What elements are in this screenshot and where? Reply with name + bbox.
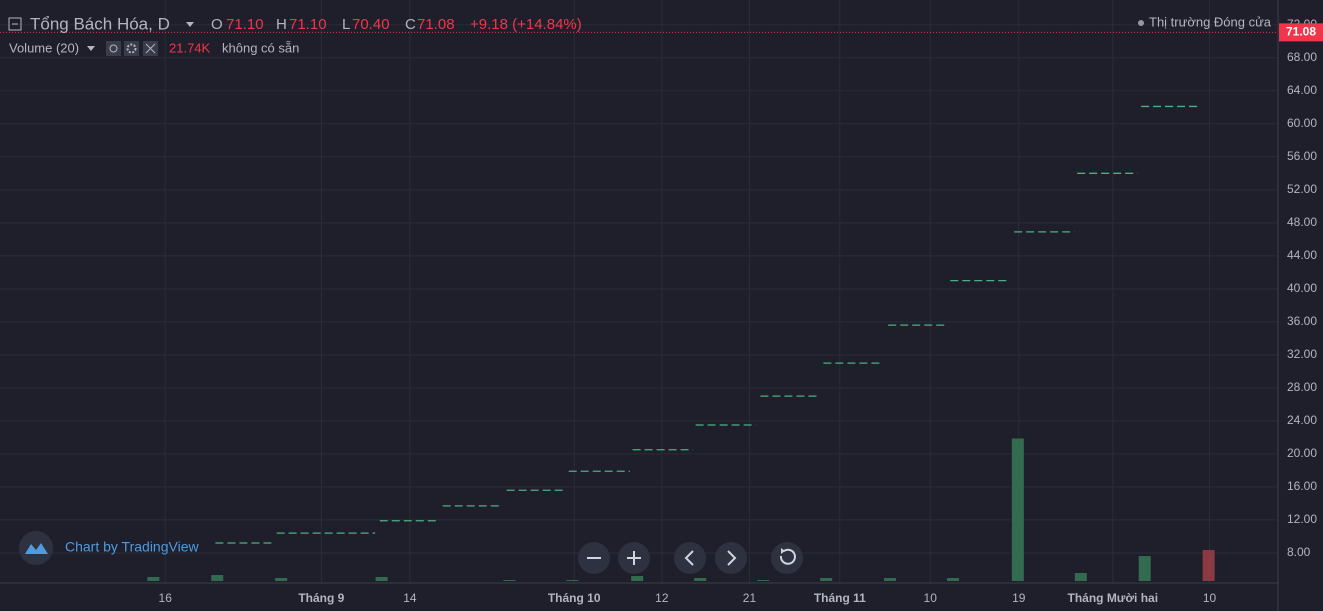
eye-button[interactable] bbox=[106, 41, 121, 56]
y-tick-label: 68.00 bbox=[1287, 50, 1317, 64]
x-tick-label: 10 bbox=[1203, 591, 1217, 605]
volume-bar bbox=[275, 578, 288, 581]
left-icon bbox=[684, 550, 694, 566]
right-icon bbox=[727, 550, 737, 566]
change: +9.18 (+14.84%) bbox=[470, 16, 582, 33]
y-tick-label: 60.00 bbox=[1287, 116, 1317, 130]
x-tick-label: 14 bbox=[403, 591, 417, 605]
y-tick-label: 12.00 bbox=[1287, 512, 1317, 526]
y-tick-label: 48.00 bbox=[1287, 215, 1317, 229]
eye-icon bbox=[109, 44, 118, 53]
watermark[interactable]: Chart by TradingView bbox=[65, 539, 199, 555]
high-label: H bbox=[276, 16, 287, 33]
y-tick-label: 64.00 bbox=[1287, 83, 1317, 97]
volume-bar bbox=[211, 575, 224, 581]
plus-icon bbox=[627, 551, 641, 565]
volume-bar bbox=[375, 577, 388, 581]
x-tick-label: Tháng 11 bbox=[814, 591, 866, 605]
x-tick-label: Tháng Mười hai bbox=[1067, 591, 1158, 605]
volume-bar bbox=[884, 578, 897, 581]
volume-value: 21.74K bbox=[169, 40, 211, 55]
x-tick-label: Tháng 10 bbox=[548, 591, 601, 605]
volume-bar bbox=[503, 580, 516, 581]
y-tick-label: 16.00 bbox=[1287, 479, 1317, 493]
volume-bar bbox=[1202, 550, 1215, 581]
symbol: Tổng Bách Hóa, D bbox=[30, 14, 170, 33]
volume-bar bbox=[1011, 438, 1024, 581]
open-label: O bbox=[211, 16, 223, 33]
volume-bar bbox=[757, 580, 770, 581]
volume-bar bbox=[947, 578, 960, 581]
settings-button[interactable] bbox=[124, 41, 139, 56]
reset-arrow bbox=[781, 548, 785, 554]
low-label: L bbox=[342, 16, 350, 33]
low-value: 70.40 bbox=[352, 16, 390, 33]
close-label: C bbox=[405, 16, 416, 33]
logo-circle[interactable] bbox=[19, 531, 53, 565]
logo-icon bbox=[25, 543, 48, 554]
y-tick-label: 52.00 bbox=[1287, 182, 1317, 196]
symbol-menu-arrow[interactable] bbox=[186, 22, 194, 27]
reset-icon bbox=[779, 548, 796, 565]
volume-bar bbox=[694, 578, 707, 581]
volume-menu-arrow[interactable] bbox=[87, 46, 95, 51]
status-dot bbox=[1138, 20, 1144, 26]
x-tick-label: 19 bbox=[1012, 591, 1026, 605]
y-tick-label: 8.00 bbox=[1287, 545, 1311, 559]
volume-bar bbox=[631, 576, 644, 581]
y-tick-label: 56.00 bbox=[1287, 149, 1317, 163]
y-tick-label: 24.00 bbox=[1287, 413, 1317, 427]
last-price-label: 71.08 bbox=[1286, 25, 1316, 39]
volume-bar bbox=[820, 578, 833, 581]
volume-label: Volume (20) bbox=[9, 40, 79, 55]
volume-bar bbox=[1074, 573, 1087, 581]
volume-bar bbox=[1138, 556, 1151, 581]
reset-button[interactable] bbox=[771, 542, 803, 574]
collapse-icon[interactable] bbox=[8, 17, 22, 31]
volume-bar bbox=[147, 577, 160, 581]
x-tick-label: 12 bbox=[655, 591, 669, 605]
y-tick-label: 28.00 bbox=[1287, 380, 1317, 394]
scroll-left-button[interactable] bbox=[674, 542, 706, 574]
open-value: 71.10 bbox=[226, 16, 264, 33]
nav-buttons bbox=[578, 542, 803, 574]
y-tick-label: 44.00 bbox=[1287, 248, 1317, 262]
market-status: Thị trường Đóng cửa bbox=[1149, 14, 1272, 29]
close-value: 71.08 bbox=[417, 16, 455, 33]
x-tick-label: 16 bbox=[159, 591, 173, 605]
gear-icon bbox=[126, 43, 137, 54]
scroll-right-button[interactable] bbox=[715, 542, 747, 574]
x-tick-label: 10 bbox=[924, 591, 938, 605]
x-icon bbox=[145, 43, 156, 54]
x-tick-label: Tháng 9 bbox=[298, 591, 344, 605]
grid bbox=[0, 0, 1278, 583]
axes: 8.00 12.00 16.00 20.00 24.00 28.00 32.00 36.00 4… bbox=[159, 17, 1323, 605]
y-tick-label: 36.00 bbox=[1287, 314, 1317, 328]
x-tick-label: 21 bbox=[743, 591, 757, 605]
y-tick-label: 32.00 bbox=[1287, 347, 1317, 361]
y-tick-label: 40.00 bbox=[1287, 281, 1317, 295]
last-price-box bbox=[1279, 23, 1323, 42]
volume-note: không có sẵn bbox=[222, 40, 299, 55]
y-tick-label: 20.00 bbox=[1287, 446, 1317, 460]
plot bbox=[0, 31, 1278, 581]
high-value: 71.10 bbox=[289, 16, 327, 33]
volume-bar bbox=[566, 580, 579, 581]
